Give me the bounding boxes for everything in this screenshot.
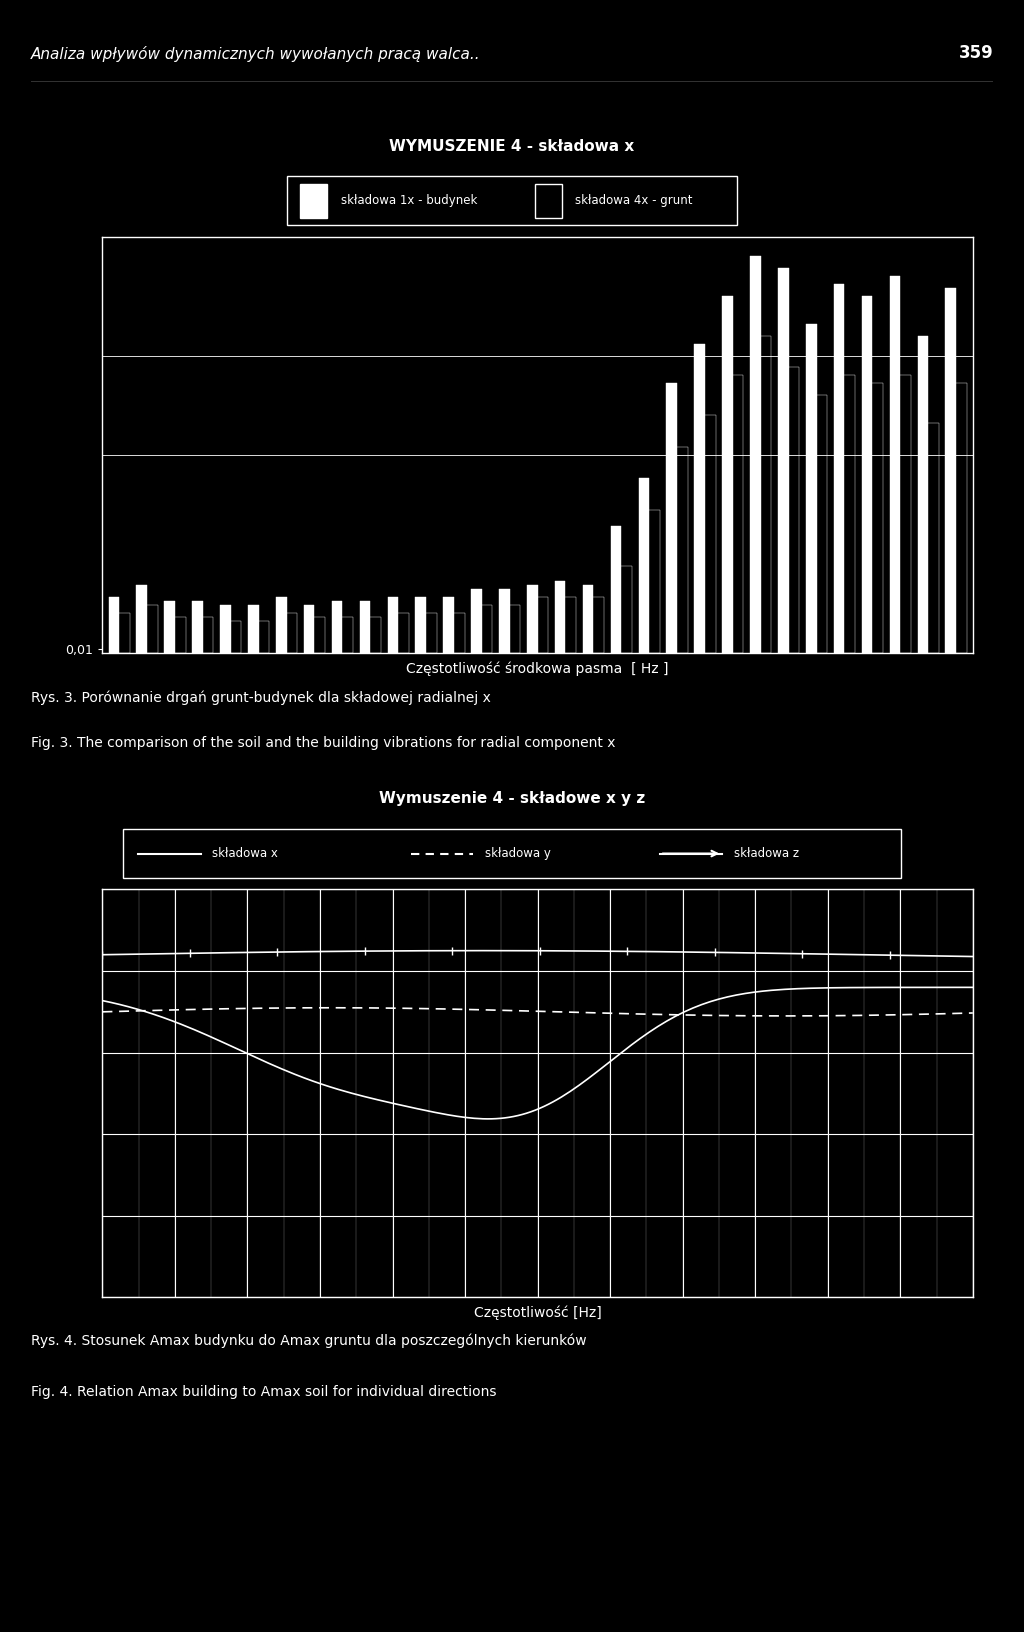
Text: Fig. 4. Relation Amax building to Amax soil for individual directions: Fig. 4. Relation Amax building to Amax s… — [31, 1384, 497, 1399]
Bar — [945, 289, 956, 653]
Bar — [956, 384, 967, 653]
Bar — [816, 395, 827, 653]
Bar — [649, 511, 659, 653]
Bar — [332, 601, 342, 653]
Bar — [900, 375, 911, 653]
Text: 359: 359 — [958, 44, 993, 62]
Bar — [535, 184, 561, 219]
Bar — [275, 597, 287, 653]
Bar — [454, 614, 465, 653]
Bar — [565, 597, 577, 653]
Bar — [527, 586, 538, 653]
Bar — [259, 622, 269, 653]
Text: składowa 4x - grunt: składowa 4x - grunt — [575, 194, 692, 207]
Bar — [304, 605, 314, 653]
Bar — [499, 589, 510, 653]
Bar — [510, 605, 520, 653]
Bar — [845, 375, 855, 653]
Bar — [761, 336, 771, 653]
Bar — [667, 384, 677, 653]
Text: Rys. 3. Porównanie drgań grunt-budynek dla składowej radialnej x: Rys. 3. Porównanie drgań grunt-budynek d… — [31, 690, 490, 705]
Bar — [398, 614, 409, 653]
Bar — [193, 601, 203, 653]
Bar — [788, 367, 800, 653]
Bar — [722, 295, 733, 653]
Bar — [175, 617, 185, 653]
Bar — [371, 617, 381, 653]
Bar — [314, 617, 325, 653]
Bar — [230, 622, 242, 653]
Bar — [342, 617, 353, 653]
Bar — [733, 375, 743, 653]
Bar — [416, 597, 426, 653]
Text: Wymuszenie 4 - składowe x y z: Wymuszenie 4 - składowe x y z — [379, 790, 645, 806]
Bar — [287, 614, 297, 653]
Text: Rys. 4. Stosunek Amax budynku do Amax gruntu dla poszczególnych kierunków: Rys. 4. Stosunek Amax budynku do Amax gr… — [31, 1333, 587, 1348]
Bar — [593, 597, 604, 653]
Bar — [890, 276, 900, 653]
Bar — [677, 447, 688, 653]
Bar — [147, 605, 158, 653]
Bar — [119, 614, 130, 653]
Bar — [751, 256, 761, 653]
Bar — [300, 184, 328, 219]
Bar — [834, 284, 845, 653]
Bar — [535, 184, 561, 219]
Bar — [610, 526, 622, 653]
Bar — [203, 617, 213, 653]
Bar — [806, 323, 816, 653]
Text: składowa y: składowa y — [484, 847, 551, 860]
Bar — [918, 336, 928, 653]
Bar — [471, 589, 482, 653]
Bar — [136, 586, 147, 653]
Text: składowa 1x - budynek: składowa 1x - budynek — [341, 194, 477, 207]
Bar — [482, 605, 493, 653]
Bar — [109, 597, 119, 653]
Bar — [778, 268, 788, 653]
Bar — [639, 478, 649, 653]
Bar — [220, 605, 230, 653]
X-axis label: Częstotliwość środkowa pasma  [ Hz ]: Częstotliwość środkowa pasma [ Hz ] — [407, 661, 669, 676]
X-axis label: Częstotliwość [Hz]: Częstotliwość [Hz] — [474, 1306, 601, 1320]
Text: Analiza wpływów dynamicznych wywołanych pracą walca..: Analiza wpływów dynamicznych wywołanych … — [31, 46, 480, 62]
Bar — [555, 581, 565, 653]
Bar — [872, 384, 883, 653]
Bar — [538, 597, 548, 653]
Text: składowa z: składowa z — [734, 847, 799, 860]
Bar — [426, 614, 436, 653]
Bar — [443, 597, 454, 653]
Bar — [387, 597, 398, 653]
Bar — [248, 605, 259, 653]
Bar — [583, 586, 593, 653]
Bar — [694, 344, 705, 653]
Text: Fig. 3. The comparison of the soil and the building vibrations for radial compon: Fig. 3. The comparison of the soil and t… — [31, 736, 615, 749]
Bar — [705, 415, 716, 653]
Bar — [622, 566, 632, 653]
Bar — [359, 601, 371, 653]
Text: WYMUSZENIE 4 - składowa x: WYMUSZENIE 4 - składowa x — [389, 139, 635, 155]
Text: składowa x: składowa x — [212, 847, 279, 860]
Bar — [164, 601, 175, 653]
Bar — [928, 423, 939, 653]
Bar — [862, 295, 872, 653]
